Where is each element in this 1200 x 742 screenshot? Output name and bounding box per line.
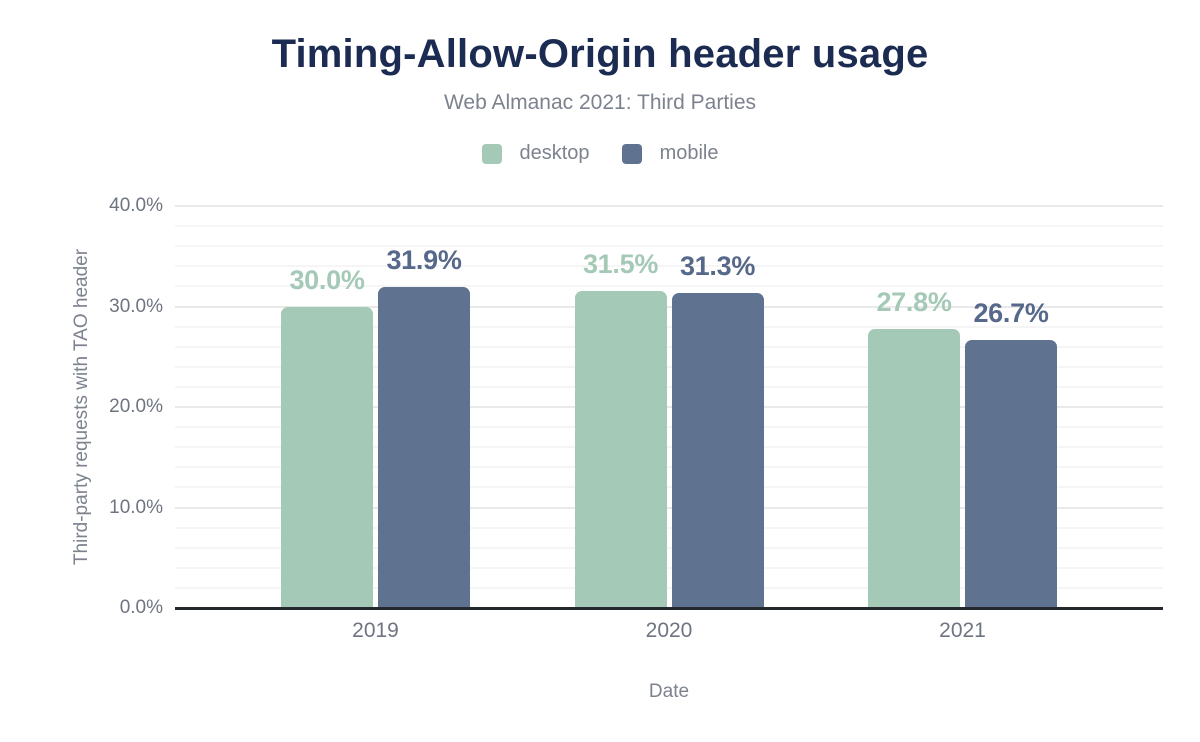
bar-column-mobile-2020: 31.3% bbox=[671, 251, 764, 608]
bar-group-2021: 27.8% 26.7% 2021 bbox=[868, 288, 1057, 642]
bar-desktop-2020[interactable] bbox=[574, 291, 667, 608]
y-tick-20.0%: 20.0% bbox=[109, 396, 163, 417]
plot-area: 30.0% 31.9% 2019 31.5% 31.3% 2020 27.8% 26.7% 20… bbox=[175, 205, 1163, 642]
bar-value-label-mobile-2020: 31.3% bbox=[679, 251, 756, 282]
gridline-16pct bbox=[175, 446, 1163, 449]
bar-mobile-2021[interactable] bbox=[965, 339, 1057, 608]
y-tick-40.0%: 40.0% bbox=[109, 195, 163, 216]
legend-swatch-desktop bbox=[481, 143, 502, 164]
legend-label-desktop: desktop bbox=[519, 142, 590, 164]
y-tick-10.0%: 10.0% bbox=[109, 496, 163, 518]
bar-value-label-desktop-2019: 30.0% bbox=[289, 264, 365, 295]
gridline-14pct bbox=[175, 466, 1163, 469]
gridline-10pct bbox=[175, 506, 1163, 509]
gridline-2pct bbox=[175, 586, 1163, 589]
gridline-26pct bbox=[175, 345, 1163, 348]
legend-swatch-mobile bbox=[621, 143, 642, 164]
gridline-6pct bbox=[175, 546, 1163, 549]
bar-value-label-mobile-2019: 31.9% bbox=[386, 245, 462, 276]
gridline-38pct bbox=[175, 225, 1163, 228]
bar-mobile-2019[interactable] bbox=[378, 287, 470, 608]
bar-desktop-2021[interactable] bbox=[868, 328, 960, 608]
bar-desktop-2019[interactable] bbox=[281, 306, 373, 608]
y-axis-ticks: 0.0% 10.0% 20.0% 30.0% 40.0% bbox=[0, 196, 163, 618]
bar-value-label-desktop-2020: 31.5% bbox=[582, 249, 659, 280]
bar-column-mobile-2021: 26.7% bbox=[965, 299, 1057, 608]
x-tick-2021: 2021 bbox=[939, 619, 986, 642]
bar-column-desktop-2020: 31.5% bbox=[574, 249, 667, 608]
bar-value-label-mobile-2021: 26.7% bbox=[973, 297, 1049, 328]
y-tick-0.0%: 0.0% bbox=[119, 597, 163, 618]
x-axis-line bbox=[175, 607, 1163, 610]
gridline-28pct bbox=[175, 325, 1163, 328]
bar-mobile-2020[interactable] bbox=[671, 293, 764, 608]
gridline-32pct bbox=[175, 285, 1163, 288]
gridline-4pct bbox=[175, 566, 1163, 569]
bar-column-desktop-2019: 30.0% bbox=[281, 264, 373, 608]
legend-label-mobile: mobile bbox=[659, 142, 719, 164]
bar-group-2020: 31.5% 31.3% 2020 bbox=[574, 249, 764, 642]
gridline-18pct bbox=[175, 426, 1163, 429]
gridline-20pct bbox=[175, 406, 1163, 408]
gridline-22pct bbox=[175, 385, 1163, 388]
gridline-34pct bbox=[175, 265, 1163, 268]
x-tick-2019: 2019 bbox=[352, 619, 399, 642]
legend-item-desktop[interactable]: desktop bbox=[481, 142, 590, 165]
gridline-12pct bbox=[175, 486, 1163, 489]
bar-column-mobile-2019: 31.9% bbox=[378, 246, 470, 608]
legend-item-mobile[interactable]: mobile bbox=[621, 142, 719, 165]
chart-subtitle: Web Almanac 2021: Third Parties bbox=[443, 91, 757, 114]
gridline-24pct bbox=[175, 365, 1163, 368]
chart-header: Timing-Allow-Origin header usage Web Alm… bbox=[0, 0, 1200, 165]
chart-title: Timing-Allow-Origin header usage bbox=[271, 32, 929, 76]
gridline-40pct bbox=[175, 205, 1163, 207]
bar-group-2019: 30.0% 31.9% 2019 bbox=[281, 246, 470, 642]
gridline-30pct bbox=[175, 305, 1163, 308]
gridline-36pct bbox=[175, 245, 1163, 248]
x-axis-title: Date bbox=[648, 681, 690, 702]
legend: desktop mobile bbox=[0, 142, 1200, 165]
gridline-8pct bbox=[175, 526, 1163, 529]
bar-column-desktop-2021: 27.8% bbox=[868, 288, 960, 608]
x-tick-2020: 2020 bbox=[645, 619, 693, 642]
y-tick-30.0%: 30.0% bbox=[109, 295, 163, 317]
bar-value-label-desktop-2021: 27.8% bbox=[876, 286, 952, 317]
